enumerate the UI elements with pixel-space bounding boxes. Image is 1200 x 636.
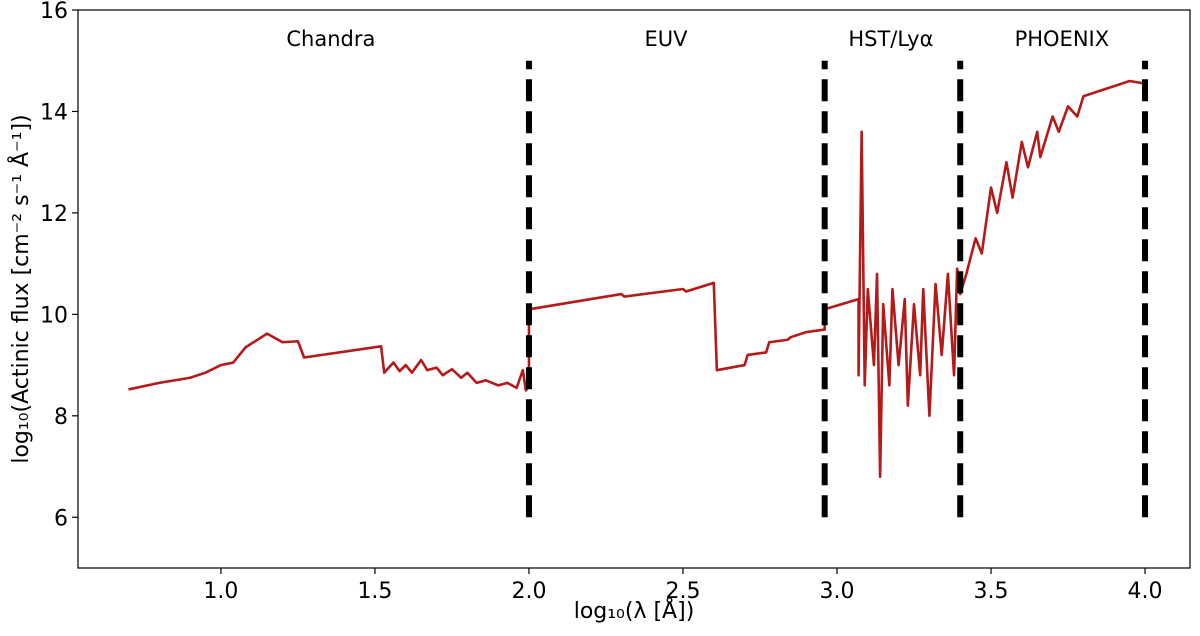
plot-frame [77, 9, 1191, 569]
x-tick-label: 1.0 [203, 579, 238, 604]
region-label: PHOENIX [1015, 27, 1110, 51]
y-tick-label: 12 [40, 202, 68, 227]
y-tick-label: 8 [54, 405, 68, 430]
region-label: HST/Lyα [848, 27, 933, 51]
x-tick-label: 4.0 [1128, 579, 1163, 604]
y-tick-label: 16 [40, 0, 68, 24]
x-tick-label: 3.0 [819, 579, 854, 604]
region-label: EUV [645, 27, 689, 51]
spectrum-line [128, 79, 1146, 478]
x-tick-label: 3.5 [974, 579, 1009, 604]
y-tick-label: 6 [54, 506, 68, 531]
y-tick-label: 14 [40, 100, 68, 125]
y-tick-label: 10 [40, 303, 68, 328]
x-tick-label: 2.0 [511, 579, 546, 604]
y-axis-label: log₁₀(Actinic flux [cm⁻² s⁻¹ Å⁻¹]) [7, 114, 34, 463]
x-tick-label: 2.5 [665, 579, 700, 604]
x-axis-label: log₁₀(λ [Å]) [574, 597, 695, 624]
region-label: Chandra [286, 27, 375, 51]
x-tick-label: 1.5 [357, 579, 392, 604]
